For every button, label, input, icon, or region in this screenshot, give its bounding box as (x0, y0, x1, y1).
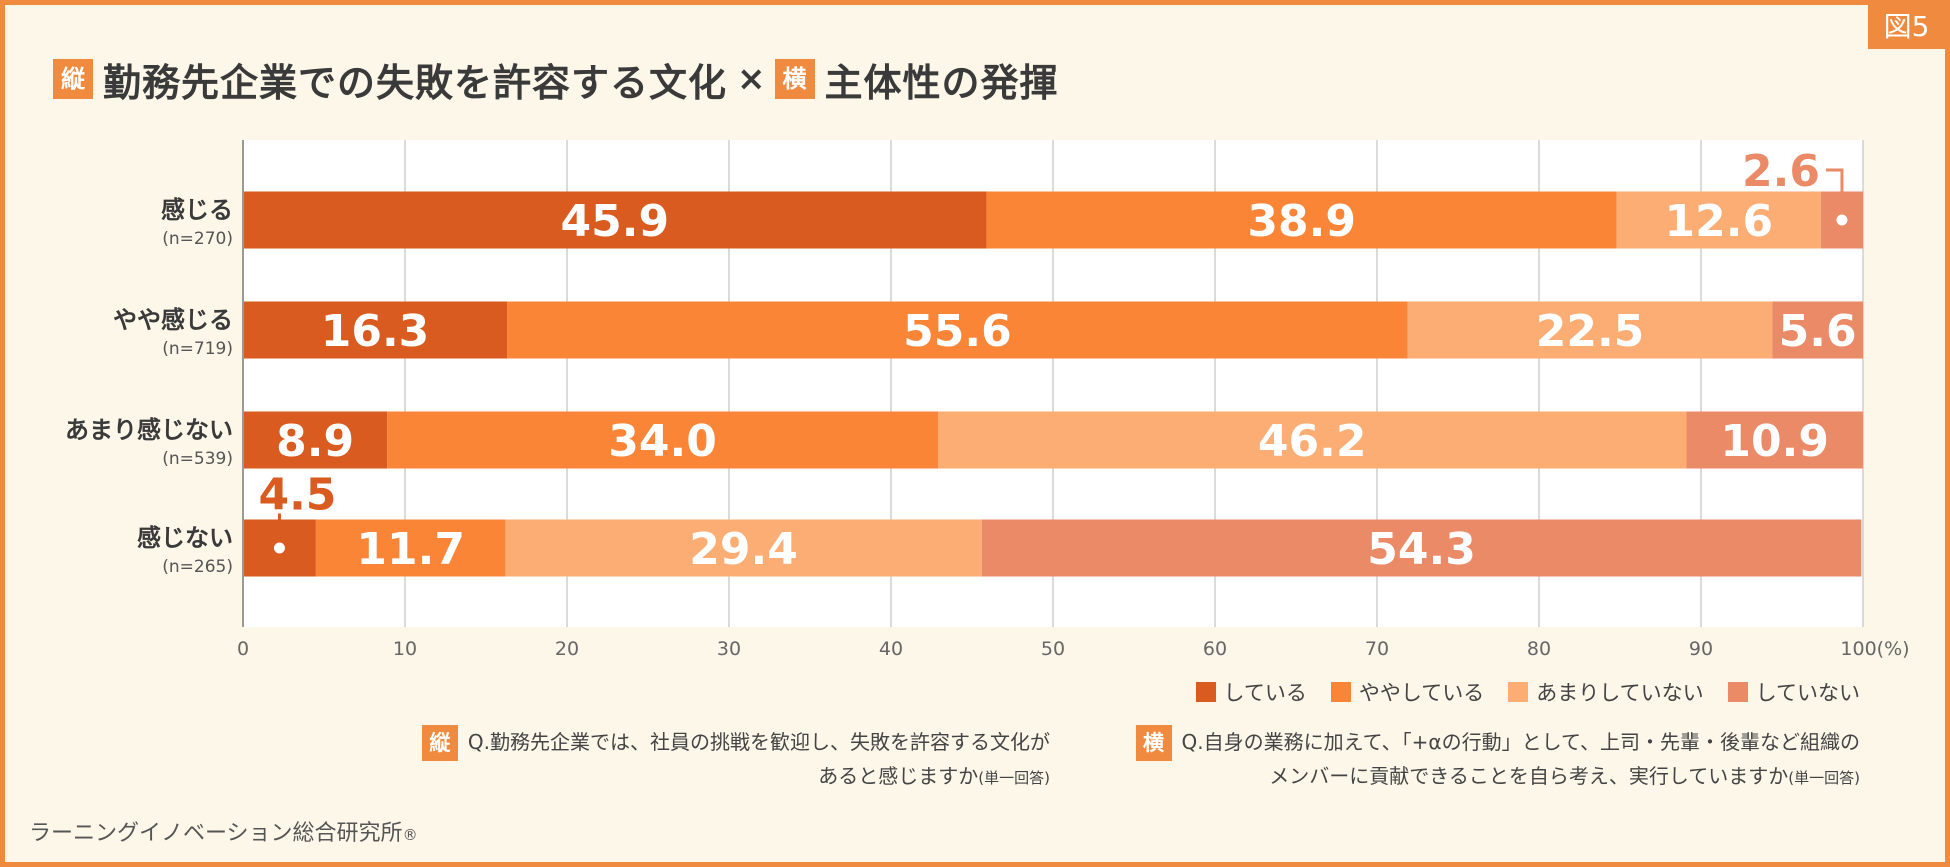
callout-marker (270, 539, 288, 557)
legend: している ややしている あまりしていない していない (1195, 677, 1860, 707)
callout-marker (1833, 211, 1851, 229)
question-horizontal-note: (単一回答) (1788, 769, 1860, 787)
data-label: 8.9 (276, 416, 354, 467)
x-tick-label: 70 (1365, 638, 1389, 660)
x-tick-label: 60 (1203, 638, 1227, 660)
legend-item: している (1195, 677, 1307, 707)
legend-label: している (1223, 681, 1307, 705)
category-label: 感じない (137, 524, 233, 552)
data-label: 34.0 (608, 416, 717, 467)
sample-size-label: (n=719) (162, 339, 233, 359)
question-vertical-tag: 縦 (421, 725, 458, 761)
data-label: 45.9 (561, 196, 670, 247)
legend-item: していない (1727, 677, 1860, 707)
bar-segment (1407, 301, 1773, 359)
bar-segment (1772, 301, 1863, 359)
data-label: 10.9 (1720, 416, 1829, 467)
category-label: やや感じる (113, 306, 233, 334)
callout-leader (1825, 168, 1844, 213)
legend-swatch (1195, 682, 1216, 702)
stacked-bar-chart: 0 10 20 30 40 50 60 70 80 90 100(%) 45.9 38.9 12.62.6… (65, 140, 1910, 660)
credit-text: ラーニングイノベーション総合研究所 (29, 821, 403, 846)
title-horizontal-text: 主体性の発揮 (824, 60, 1059, 105)
x-tick-label: 50 (1041, 638, 1065, 660)
bar-segment (937, 411, 1687, 469)
data-label: 5.6 (1779, 306, 1857, 357)
legend-label: ややしている (1358, 681, 1485, 705)
sample-size-label: (n=270) (162, 229, 233, 249)
data-label: 54.3 (1367, 524, 1476, 575)
bar-segment (243, 411, 388, 469)
bar-segment (387, 411, 938, 469)
bar-segment (243, 301, 508, 359)
bar-segment (505, 519, 982, 577)
legend-label: していない (1755, 681, 1860, 705)
question-horizontal-tag: 横 (1135, 725, 1172, 761)
data-label: 46.2 (1258, 416, 1367, 467)
bar-segment (981, 519, 1862, 577)
question-vertical: 縦 Q.勤務先企業では、社員の挑戦を歓迎し、失敗を許容する文化が あると感じます… (421, 725, 1050, 795)
registered-mark: ® (402, 826, 418, 844)
bar-segment (507, 301, 1408, 359)
x-tick-label: 100(%) (1840, 638, 1909, 660)
question-horizontal-line1: Q.自身の業務に加えて、「+αの行動」として、上司・先輩・後輩など組織の (1181, 730, 1860, 754)
data-label: 16.3 (321, 306, 430, 357)
category-label: あまり感じない (65, 416, 233, 444)
data-label: 29.4 (689, 524, 798, 575)
vertical-axis-tag: 縦 (53, 59, 93, 99)
bar-segment (1686, 411, 1863, 469)
data-label: 12.6 (1665, 196, 1774, 247)
data-label: 2.6 (1742, 146, 1820, 197)
data-label: 55.6 (903, 306, 1012, 357)
title-times-sign: × (737, 59, 767, 99)
question-vertical-note: (単一回答) (978, 769, 1050, 787)
x-tick-label: 90 (1689, 638, 1713, 660)
figure-title: 縦 勤務先企業での失敗を許容する文化 × 横 主体性の発揮 (53, 57, 1069, 105)
legend-item: ややしている (1330, 677, 1485, 707)
data-label: 38.9 (1247, 196, 1356, 247)
data-label: 4.5 (258, 470, 336, 521)
x-tick-label: 30 (717, 638, 741, 660)
figure-frame: 図5 縦 勤務先企業での失敗を許容する文化 × 横 主体性の発揮 0 10 20 30… (5, 5, 1945, 862)
legend-item: あまりしていない (1508, 677, 1704, 707)
x-tick-label: 40 (879, 638, 903, 660)
data-label: 22.5 (1536, 306, 1645, 357)
question-vertical-line2: あると感じますか (818, 764, 979, 788)
legend-swatch (1330, 682, 1351, 702)
legend-swatch (1727, 682, 1748, 702)
credit: ラーニングイノベーション総合研究所® (29, 815, 418, 847)
x-tick-label: 80 (1527, 638, 1551, 660)
x-tick-label: 20 (555, 638, 579, 660)
bar-segment (243, 191, 987, 249)
legend-label: あまりしていない (1536, 681, 1704, 705)
bar-segment (315, 519, 506, 577)
title-vertical-text: 勤務先企業での失敗を許容する文化 (103, 60, 728, 105)
question-vertical-line1: Q.勤務先企業では、社員の挑戦を歓迎し、失敗を許容する文化が (467, 730, 1050, 754)
x-tick-label: 10 (393, 638, 417, 660)
bar-segment (1616, 191, 1821, 249)
horizontal-axis-tag: 横 (774, 59, 815, 99)
bar-segment (986, 191, 1617, 249)
question-horizontal-line2: メンバーに貢献できることを自ら考え、実行していますか (1269, 764, 1789, 788)
legend-swatch (1508, 682, 1529, 702)
question-horizontal: 横 Q.自身の業務に加えて、「+αの行動」として、上司・先輩・後輩など組織の メ… (1135, 725, 1860, 795)
x-tick-label: 0 (237, 638, 249, 660)
category-label: 感じる (161, 196, 233, 224)
sample-size-label: (n=539) (162, 449, 233, 469)
data-label: 11.7 (356, 524, 465, 575)
sample-size-label: (n=265) (162, 557, 233, 577)
figure-number-badge: 図5 (1868, 5, 1945, 49)
